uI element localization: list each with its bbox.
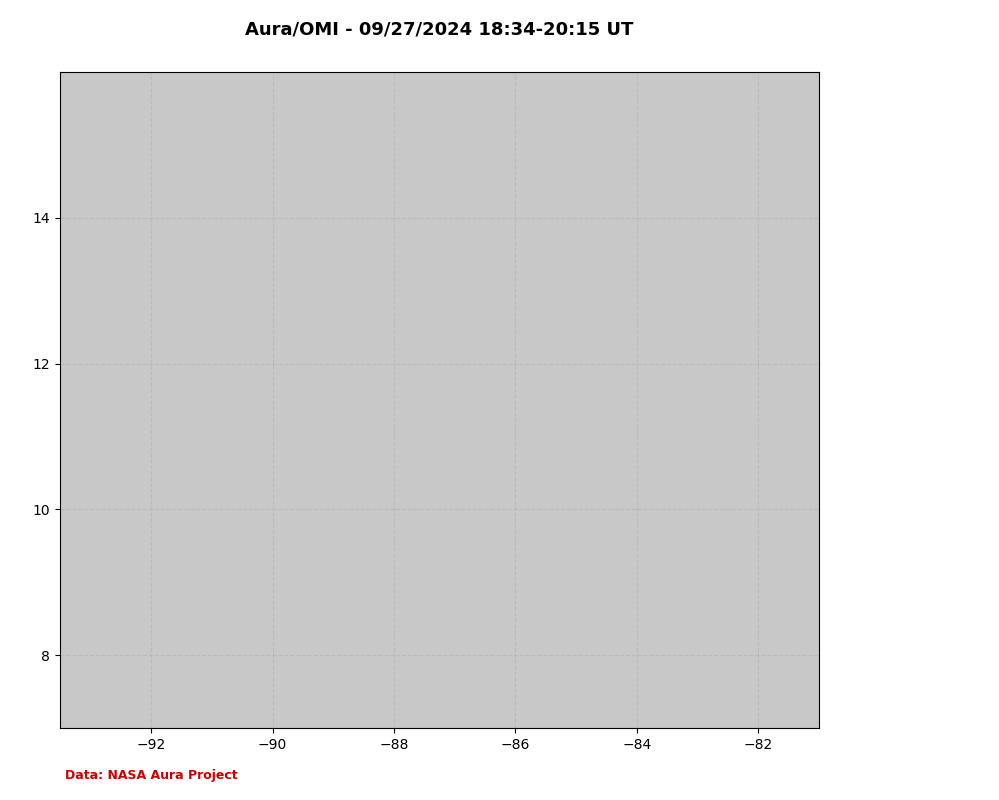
Text: Aura/OMI - 09/27/2024 18:34-20:15 UT: Aura/OMI - 09/27/2024 18:34-20:15 UT — [246, 20, 633, 38]
Text: Data: NASA Aura Project: Data: NASA Aura Project — [65, 770, 238, 782]
